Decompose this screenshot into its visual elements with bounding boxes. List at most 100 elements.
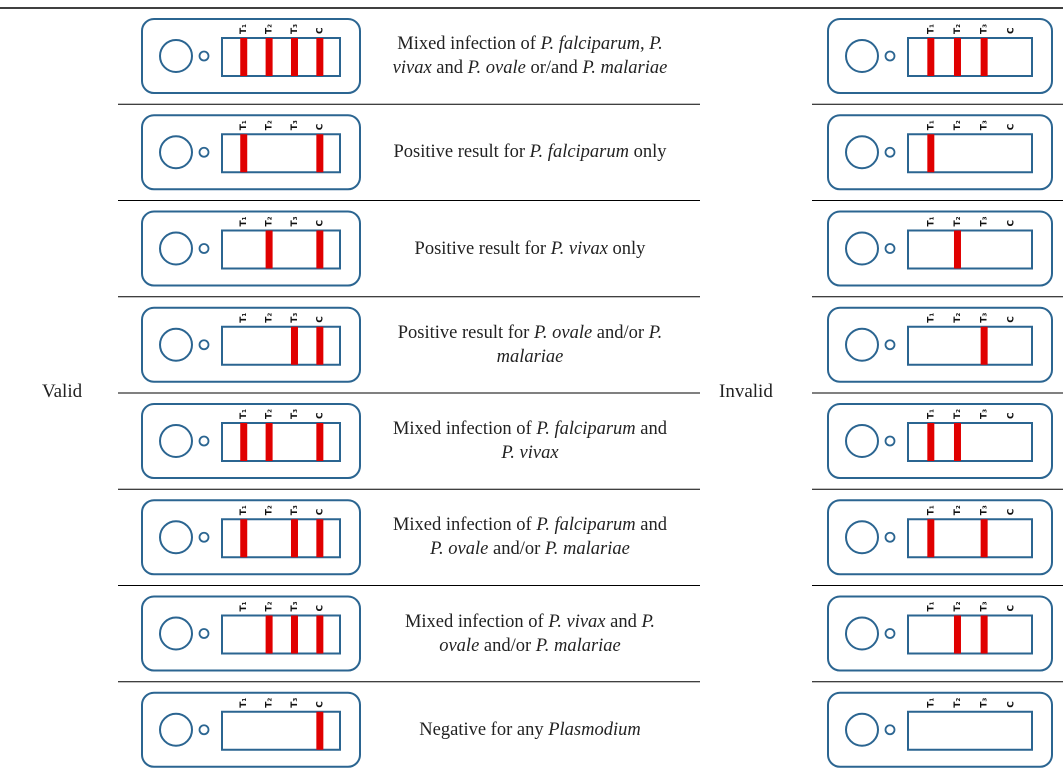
strip-label: T₁ [926,216,936,226]
description: Positive result for P. vivax only [388,201,672,297]
cassette [827,18,1053,94]
species-name: P. vivax [548,611,606,632]
result-window [907,133,1033,174]
description-text: Positive result for P. ovale and/or P. m… [388,321,672,369]
result-window [907,422,1033,462]
buffer-well [198,435,210,447]
sample-well [845,135,879,170]
buffer-well [198,243,210,254]
strip-label: C [315,27,325,34]
strip-label: T₃ [980,698,990,708]
description-part: only [607,238,646,259]
strip-label: C [1006,123,1016,130]
strip-label: T₃ [980,409,990,419]
test-band [265,423,273,461]
description-part: and [431,58,468,79]
sample-well [845,616,879,651]
strip-label: T₁ [926,120,936,130]
test-band [265,615,273,654]
description: Positive result for P. falciparum only [388,104,672,200]
test-band [290,615,298,654]
buffer-well [198,146,210,158]
valid-label: Valid [42,381,83,402]
description-text: Mixed infection of P. falciparum and P. … [388,513,672,561]
species-name: P. falciparum [529,142,629,163]
strip-label: T₂ [265,698,275,708]
strip-label: C [315,701,325,708]
strip-label: T₃ [290,120,300,130]
sample-well [159,520,193,555]
strip-label: T₁ [239,216,249,226]
sample-well [845,712,879,747]
result-window [221,37,341,77]
buffer-well [198,531,210,543]
species-name: P. falciparum [536,419,636,440]
description-part: Mixed infection of [404,611,549,632]
strip-label: T₃ [290,505,300,515]
cassette [141,499,361,576]
test-band [290,519,298,558]
description-part: Negative for any [419,719,549,740]
result-window [907,518,1033,559]
species-name: P. malariae [496,322,663,367]
buffer-well [884,724,896,736]
strip-label: T₁ [926,505,936,515]
sample-well [159,712,193,747]
sample-well [159,39,193,73]
test-band [240,38,248,76]
result-window [221,710,341,751]
strip-label: T₁ [926,313,936,323]
test-band [953,38,961,76]
species-name: P. vivax [392,34,663,79]
sample-well [159,327,193,362]
description-part: and/or [479,635,536,656]
cassette [827,306,1053,383]
description-part: Positive result for [397,322,534,343]
cassette [141,210,361,287]
species-name: P. vivax [501,443,559,464]
description-part: , [639,34,650,55]
test-band [240,519,248,558]
strip-label: C [1006,701,1016,708]
buffer-well [884,50,896,62]
description-part: and/or [488,539,545,560]
description: Negative for any Plasmodium [388,682,672,778]
species-name: P. ovale [467,58,526,79]
buffer-well [198,339,210,351]
strip-label: C [315,123,325,130]
test-band [927,38,935,76]
strip-label: C [1006,27,1016,34]
strip-label: T₂ [265,505,275,515]
buffer-well [198,50,210,62]
description-text: Mixed infection of P. falciparum, P. viv… [388,32,672,80]
sample-well [159,424,193,458]
strip-label: T₁ [239,505,249,515]
species-name: P. ovale [533,322,593,343]
result-window [221,614,341,655]
cassette [827,691,1053,768]
strip-label: T₁ [926,601,936,611]
species-name: P. ovale [430,539,489,560]
buffer-well [884,243,896,254]
sample-well [159,135,193,170]
description-part: and [605,611,642,632]
description: Mixed infection of P. falciparum and P. … [388,489,672,585]
description-part: and/or [592,322,649,343]
test-band [316,423,324,461]
buffer-well [884,628,896,639]
buffer-well [884,146,896,158]
strip-label: T₃ [980,601,990,611]
test-band [316,615,324,654]
test-band [980,615,988,654]
strip-label: T₃ [290,313,300,323]
test-band [316,134,324,173]
sample-well [845,327,879,362]
strip-label: C [1006,605,1016,612]
description-text: Mixed infection of P. vivax and P. ovale… [388,610,672,658]
cassette [827,595,1053,672]
strip-label: C [1006,316,1016,323]
result-window [221,133,341,174]
result-window [907,37,1033,77]
test-band [953,615,961,654]
description: Mixed infection of P. falciparum and P. … [388,393,672,489]
